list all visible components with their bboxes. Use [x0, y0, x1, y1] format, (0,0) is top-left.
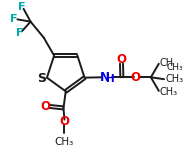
Text: O: O: [130, 71, 140, 84]
Text: F: F: [18, 2, 26, 12]
Text: CH₃: CH₃: [160, 87, 178, 97]
Text: H: H: [106, 74, 115, 84]
Text: CH₃: CH₃: [165, 74, 183, 84]
Text: CH: CH: [160, 58, 174, 68]
Text: O: O: [41, 100, 50, 113]
Text: CH₃: CH₃: [167, 63, 183, 72]
Text: F: F: [17, 28, 24, 38]
Text: O: O: [117, 53, 127, 66]
Text: O: O: [59, 115, 70, 128]
Text: N: N: [100, 71, 110, 84]
Text: CH₃: CH₃: [55, 137, 74, 147]
Text: S: S: [37, 72, 46, 85]
Text: F: F: [10, 14, 18, 24]
